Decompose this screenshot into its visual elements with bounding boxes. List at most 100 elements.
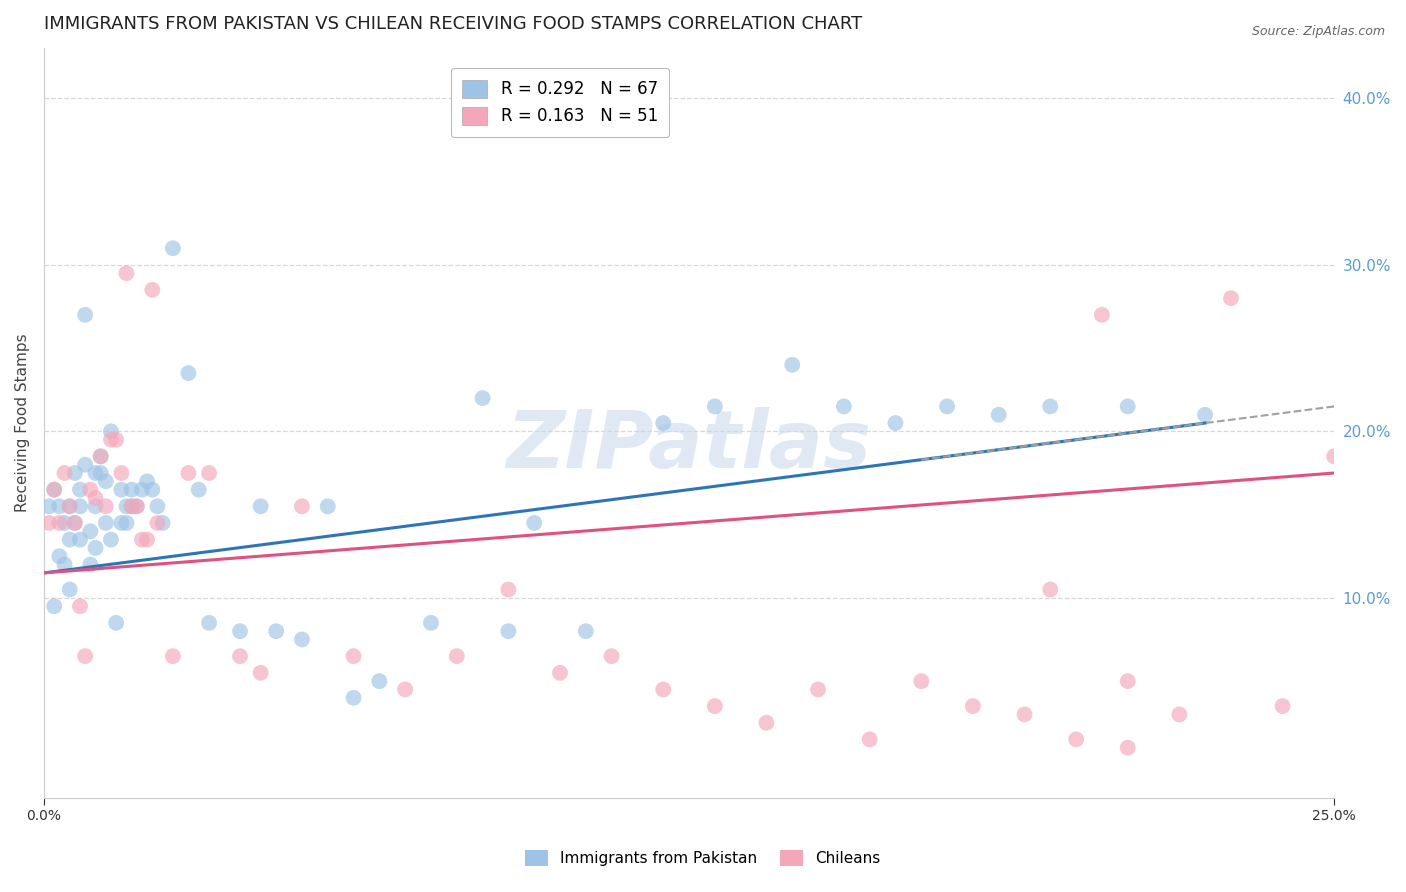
Point [115,266,138,280]
Point [755,715,778,730]
Point [105,433,128,447]
Point [115,500,138,514]
Text: IMMIGRANTS FROM PAKISTAN VS CHILEAN RECEIVING FOOD STAMPS CORRELATION CHART: IMMIGRANTS FROM PAKISTAN VS CHILEAN RECE… [44,15,862,33]
Point [703,699,725,714]
Point [394,682,416,697]
Point [136,475,159,489]
Point [1168,707,1191,722]
Point [38,516,60,530]
Point [910,674,932,689]
Point [75,308,97,322]
Point [131,483,153,497]
Point [703,400,725,414]
Point [59,500,82,514]
Point [1064,732,1087,747]
Point [1219,291,1241,305]
Point [63,516,86,530]
Point [229,649,252,664]
Point [548,665,571,680]
Point [471,391,494,405]
Point [652,416,675,430]
Point [48,549,70,564]
Point [291,632,314,647]
Point [368,674,391,689]
Point [110,466,132,480]
Point [1194,408,1216,422]
Y-axis label: Receiving Food Stamps: Receiving Food Stamps [15,334,30,512]
Point [249,665,271,680]
Point [1039,582,1062,597]
Point [63,516,86,530]
Point [53,516,76,530]
Point [859,732,882,747]
Point [249,500,271,514]
Point [69,599,91,614]
Point [110,483,132,497]
Point [141,483,163,497]
Point [53,558,76,572]
Point [79,483,101,497]
Point [100,425,122,439]
Point [94,516,117,530]
Point [652,682,675,697]
Point [69,483,91,497]
Point [1271,699,1294,714]
Point [125,500,148,514]
Point [1091,308,1114,322]
Point [1116,740,1139,755]
Point [936,400,959,414]
Point [121,483,143,497]
Point [987,408,1010,422]
Point [1116,400,1139,414]
Point [94,500,117,514]
Point [446,649,468,664]
Point [121,500,143,514]
Point [1323,450,1346,464]
Point [807,682,830,697]
Text: ZIPatlas: ZIPatlas [506,407,872,484]
Point [162,241,184,255]
Point [59,533,82,547]
Point [84,491,107,505]
Point [44,483,66,497]
Point [146,516,169,530]
Point [498,624,520,639]
Point [1116,674,1139,689]
Point [100,433,122,447]
Point [229,624,252,639]
Point [187,483,209,497]
Point [90,450,112,464]
Point [131,533,153,547]
Point [84,541,107,555]
Point [79,558,101,572]
Point [94,475,117,489]
Point [90,450,112,464]
Point [177,466,200,480]
Text: Source: ZipAtlas.com: Source: ZipAtlas.com [1251,25,1385,38]
Point [962,699,984,714]
Point [75,649,97,664]
Point [48,516,70,530]
Point [121,500,143,514]
Point [600,649,623,664]
Point [44,599,66,614]
Point [291,500,314,514]
Point [38,500,60,514]
Point [79,524,101,539]
Point [69,533,91,547]
Point [832,400,855,414]
Point [316,500,339,514]
Point [1039,400,1062,414]
Point [115,516,138,530]
Point [198,615,221,630]
Point [100,533,122,547]
Point [84,500,107,514]
Point [198,466,221,480]
Point [420,615,443,630]
Point [90,466,112,480]
Point [342,690,364,705]
Point [136,533,159,547]
Point [575,624,598,639]
Point [110,516,132,530]
Point [141,283,163,297]
